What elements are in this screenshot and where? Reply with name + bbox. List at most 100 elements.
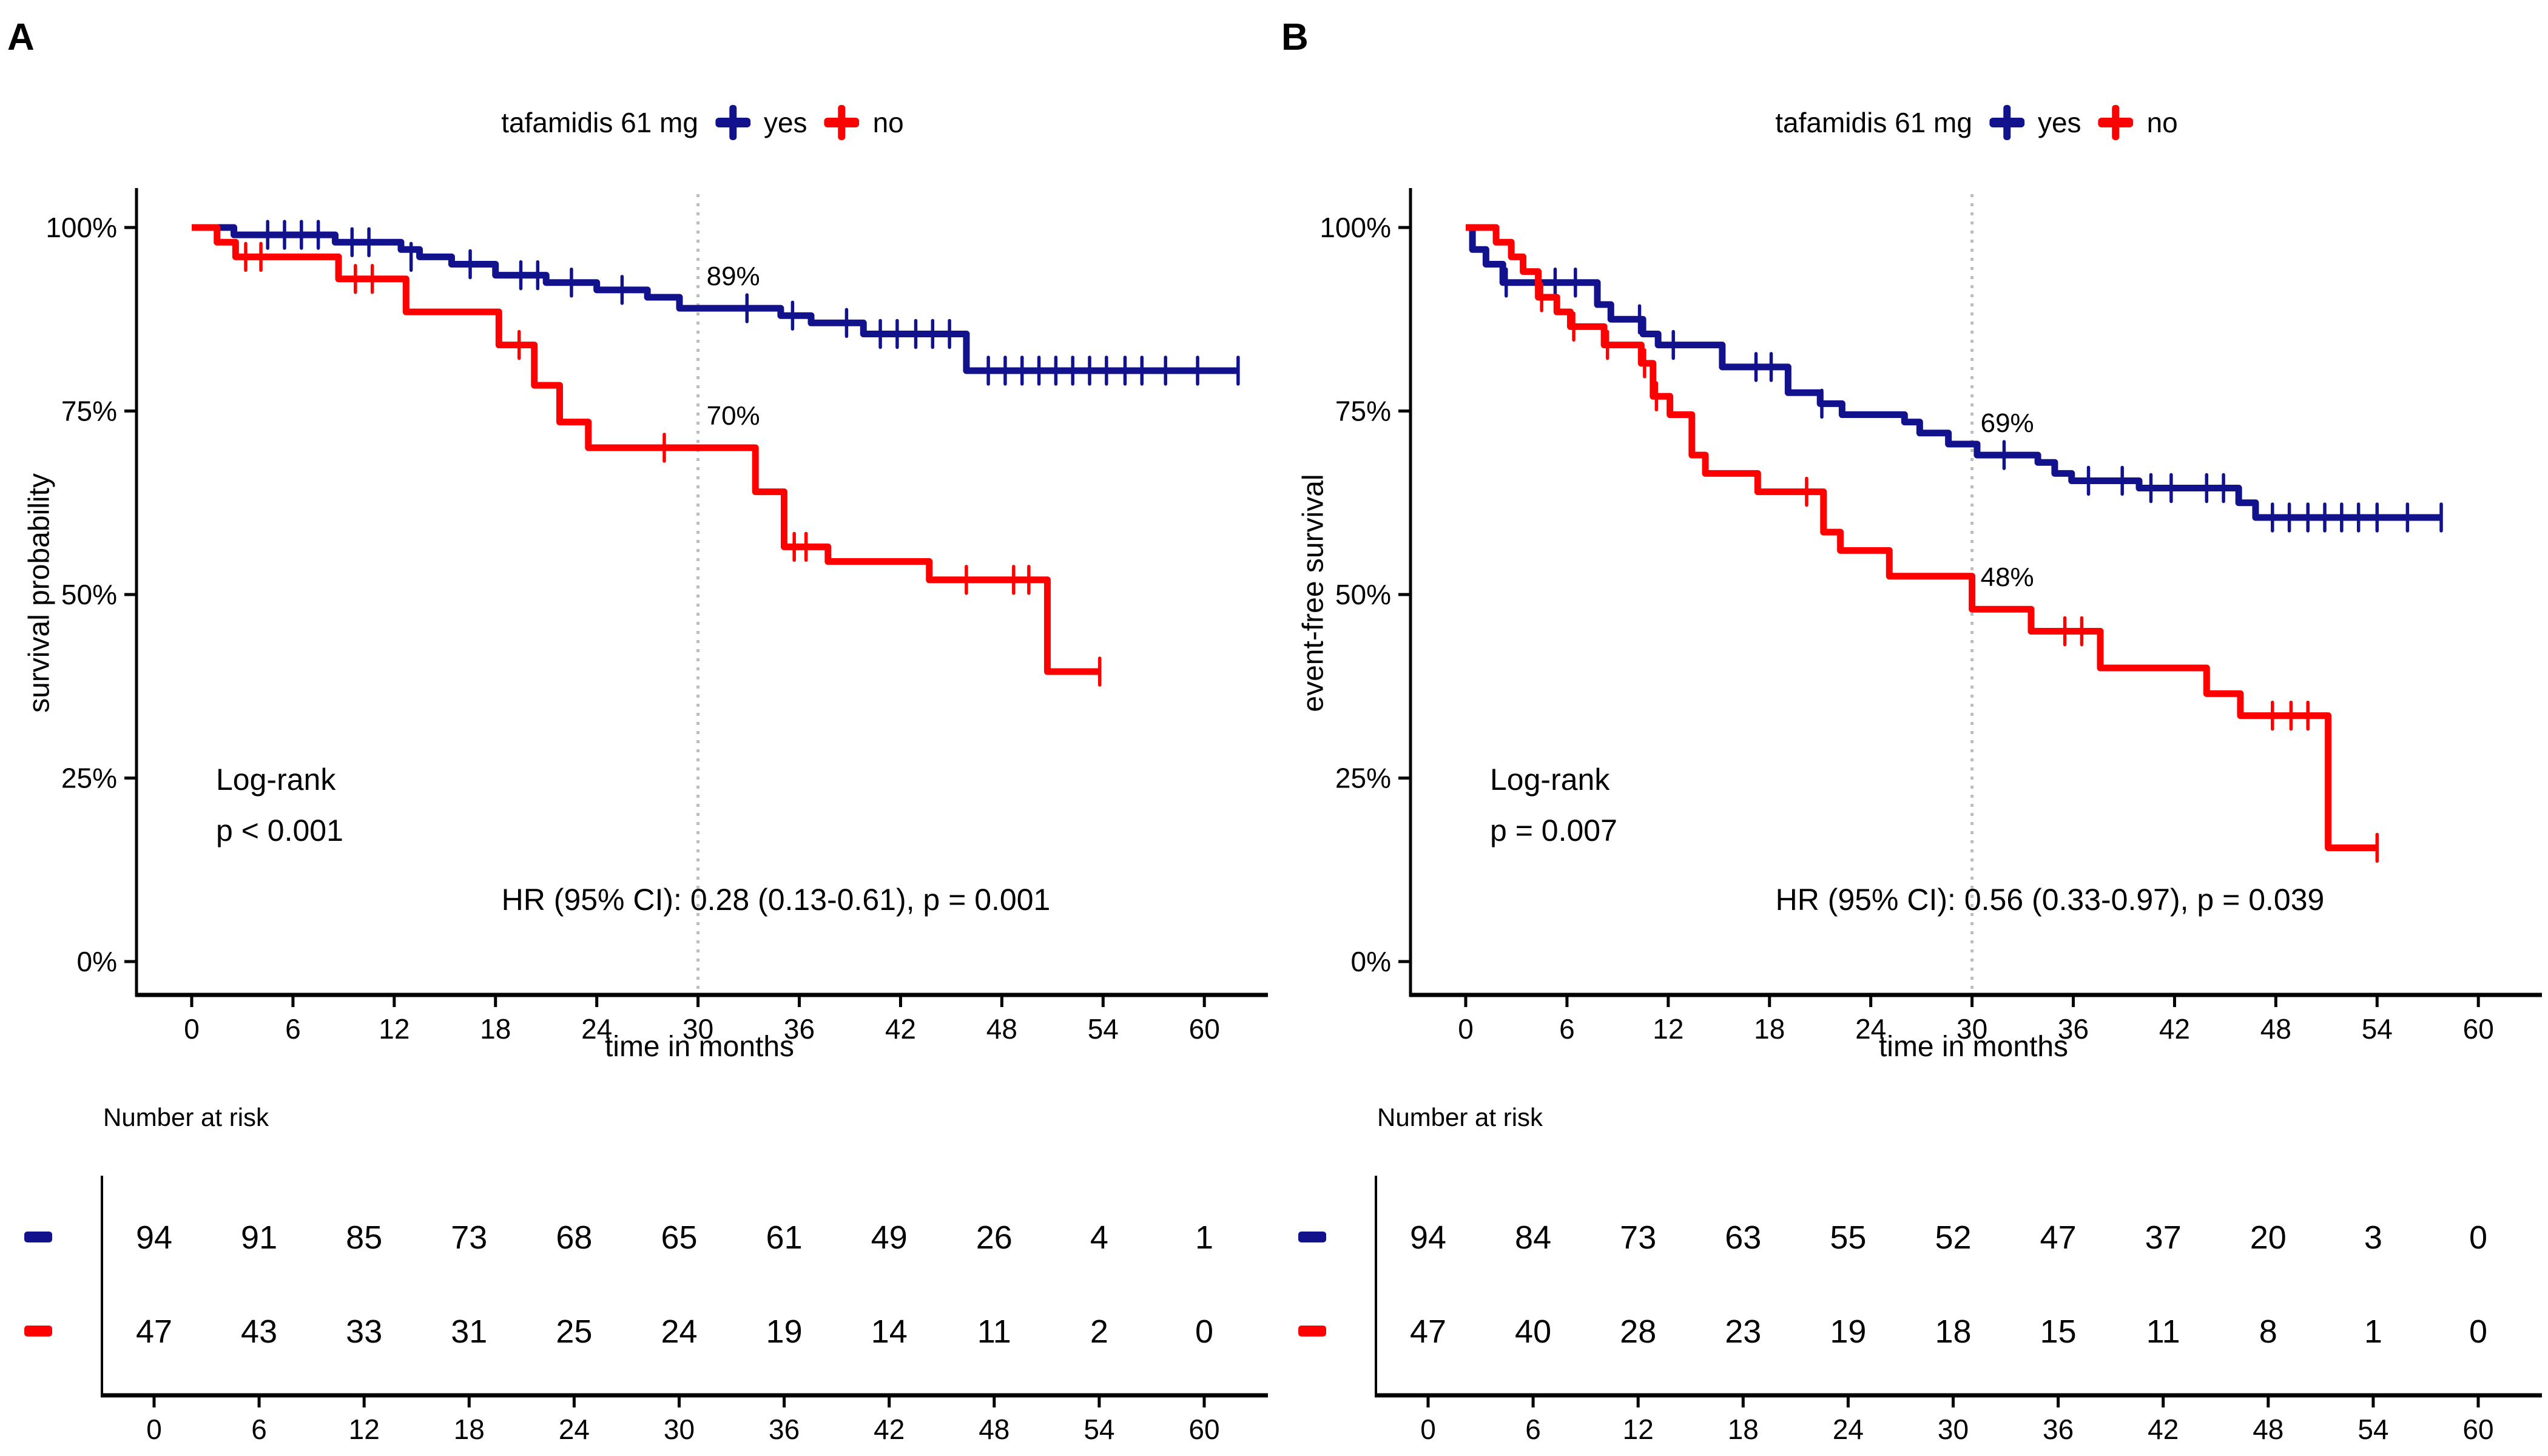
x-tick-label: 42: [885, 1013, 916, 1045]
risk-count: 28: [1620, 1313, 1656, 1350]
survival-curve-no: [192, 224, 1100, 675]
legend-item-yes: yes: [1989, 105, 2081, 140]
x-tick-label: 24: [1855, 1013, 1886, 1045]
legend-item-no: no: [824, 105, 904, 140]
panel-a-logrank-label: Log-rank: [216, 763, 336, 797]
risk-tick-label: 36: [2043, 1414, 2074, 1445]
risk-tick-label: 18: [1728, 1414, 1759, 1445]
risk-count: 61: [766, 1219, 803, 1256]
risk-count: 11: [2146, 1313, 2180, 1350]
risk-count: 0: [2469, 1219, 2487, 1256]
x-tick-label: 12: [379, 1013, 410, 1045]
x-tick-label: 54: [1088, 1013, 1119, 1045]
risk-count: 85: [346, 1219, 382, 1256]
panel-a-y-axis-title: survival probability: [23, 473, 56, 713]
risk-count: 68: [556, 1219, 592, 1256]
plus-icon: [1989, 105, 2024, 140]
x-tick-label: 6: [1559, 1013, 1575, 1045]
risk-count: 91: [241, 1219, 277, 1256]
x-tick-label: 12: [1653, 1013, 1684, 1045]
risk-tick-label: 0: [1420, 1414, 1436, 1445]
survival-curve-yes: [1466, 224, 2441, 521]
risk-count: 18: [1935, 1313, 1971, 1350]
y-tick-label: 25%: [61, 763, 117, 794]
risk-tick-label: 54: [1084, 1414, 1114, 1445]
risk-count: 23: [1725, 1313, 1761, 1350]
y-tick-label: 75%: [1335, 396, 1391, 427]
risk-count: 49: [871, 1219, 908, 1256]
x-tick-label: 18: [480, 1013, 511, 1045]
plus-icon: [2098, 105, 2134, 140]
x-tick-label: 24: [581, 1013, 612, 1045]
x-tick-label: 60: [2463, 1013, 2494, 1045]
panel-a-graphics: 100%75%50%25%0%0 6 12 18 24 30 36 42 48 54 6089%70…: [24, 188, 1268, 1445]
risk-tick-label: 42: [2148, 1414, 2179, 1445]
risk-count: 40: [1515, 1313, 1551, 1350]
risk-count: 25: [556, 1313, 592, 1350]
risk-row-marker-yes: [24, 1232, 52, 1242]
legend-title: tafamidis 61 mg: [1775, 107, 1972, 138]
legend-title: tafamidis 61 mg: [501, 107, 698, 138]
x-tick-label: 48: [2260, 1013, 2291, 1045]
risk-count: 0: [2469, 1313, 2487, 1350]
survival-curve-no: [1466, 224, 2378, 851]
risk-count: 19: [766, 1313, 803, 1350]
risk-tick-label: 54: [2358, 1414, 2388, 1445]
panel-b-hr-text: HR (95% CI): 0.56 (0.33-0.97), p = 0.039: [1775, 883, 2325, 917]
panel-b-legend: tafamidis 61 mg yes no: [1775, 103, 2178, 142]
risk-count: 4: [1090, 1219, 1108, 1256]
risk-tick-label: 42: [874, 1414, 905, 1445]
x-tick-label: 0: [184, 1013, 200, 1045]
x-tick-label: 60: [1189, 1013, 1220, 1045]
risk-count: 1: [1195, 1219, 1213, 1256]
risk-count: 2: [1090, 1313, 1108, 1350]
risk-tick-label: 60: [1188, 1414, 1219, 1445]
risk-count: 37: [2145, 1219, 2182, 1256]
annotation-89%: 89%: [707, 261, 760, 291]
y-tick-label: 75%: [61, 396, 117, 427]
risk-tick-label: 12: [1623, 1414, 1654, 1445]
x-tick-label: 0: [1458, 1013, 1474, 1045]
risk-tick-label: 6: [251, 1414, 267, 1445]
y-tick-label: 100%: [1320, 212, 1391, 243]
risk-count: 8: [2259, 1313, 2277, 1350]
risk-count: 63: [1725, 1219, 1761, 1256]
x-tick-label: 30: [1956, 1013, 1987, 1045]
risk-row-marker-no: [1298, 1326, 1326, 1336]
risk-count: 31: [451, 1313, 487, 1350]
risk-count: 94: [1410, 1219, 1446, 1256]
risk-count: 55: [1830, 1219, 1866, 1256]
risk-count: 15: [2040, 1313, 2077, 1350]
risk-count: 94: [136, 1219, 172, 1256]
plus-icon: [824, 105, 860, 140]
risk-count: 33: [346, 1313, 382, 1350]
y-tick-label: 25%: [1335, 763, 1391, 794]
panel-a-legend: tafamidis 61 mg yes no: [501, 103, 904, 142]
annotation-70%: 70%: [707, 401, 760, 431]
risk-count: 47: [136, 1313, 172, 1350]
panel-b-y-axis-title: event-free survival: [1297, 474, 1330, 712]
x-tick-label: 36: [784, 1013, 815, 1045]
risk-row-marker-yes: [1298, 1232, 1326, 1242]
x-tick-label: 42: [2159, 1013, 2190, 1045]
risk-tick-label: 24: [559, 1414, 590, 1445]
panel-b-x-axis-title: time in months: [1878, 1031, 2069, 1063]
risk-count: 73: [451, 1219, 487, 1256]
legend-item-no: no: [2098, 105, 2178, 140]
risk-tick-label: 30: [664, 1414, 695, 1445]
risk-tick-label: 24: [1833, 1414, 1864, 1445]
annotation-69%: 69%: [1981, 408, 2034, 438]
risk-tick-label: 12: [349, 1414, 380, 1445]
risk-tick-label: 48: [2253, 1414, 2283, 1445]
legend-item-label: no: [2146, 107, 2178, 138]
plus-icon: [715, 105, 750, 140]
risk-tick-label: 6: [1525, 1414, 1541, 1445]
risk-count: 11: [977, 1313, 1011, 1350]
panel-b-label: B: [1281, 16, 1309, 58]
panel-a-x-axis-title: time in months: [604, 1031, 795, 1063]
x-tick-label: 18: [1754, 1013, 1785, 1045]
panel-b-logrank-p: p = 0.007: [1490, 814, 1617, 848]
risk-tick-label: 18: [454, 1414, 485, 1445]
y-tick-label: 100%: [46, 212, 117, 243]
